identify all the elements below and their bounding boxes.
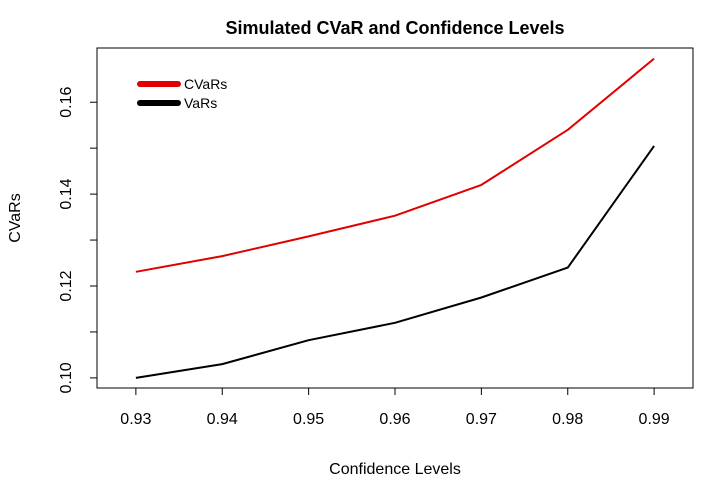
x-tick-label: 0.98	[552, 411, 583, 428]
x-axis: 0.93 0.94 0.95 0.96 0.97 0.98 0.99	[120, 387, 670, 428]
x-tick-label: 0.94	[207, 411, 238, 428]
legend: CVaRs VaRs	[137, 76, 227, 111]
legend-label-cvars: CVaRs	[184, 76, 227, 92]
y-axis-label: CVaRs	[7, 193, 24, 243]
x-axis-label: Confidence Levels	[329, 461, 461, 478]
series-line-vars	[135, 145, 655, 379]
x-tick-label: 0.95	[293, 411, 324, 428]
x-tick-label: 0.97	[466, 411, 497, 428]
y-tick-label: 0.16	[58, 87, 75, 118]
y-tick-label: 0.10	[58, 362, 75, 393]
x-tick-label: 0.93	[120, 411, 151, 428]
chart-title: Simulated CVaR and Confidence Levels	[225, 18, 564, 38]
y-axis: 0.10 0.12 0.14 0.16	[58, 87, 98, 393]
x-tick-label: 0.99	[639, 411, 670, 428]
y-tick-label: 0.14	[58, 178, 75, 209]
series-line-cvars	[135, 57, 655, 273]
series-layer	[135, 57, 655, 379]
x-tick-label: 0.96	[379, 411, 410, 428]
legend-label-vars: VaRs	[184, 95, 217, 111]
y-tick-label: 0.12	[58, 270, 75, 301]
